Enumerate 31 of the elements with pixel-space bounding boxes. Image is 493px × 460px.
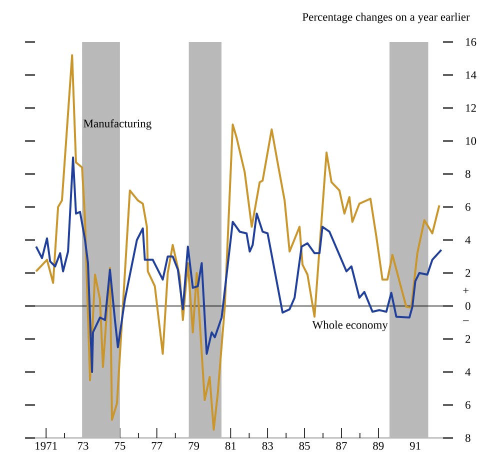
y-axis-title: Percentage changes on a year earlier [302,12,470,24]
x-tick-label: 81 [225,442,236,450]
x-tick-label: 83 [262,442,273,450]
y-tick-label: 6 [466,203,470,211]
x-tick-label: 85 [299,442,310,450]
annotation: Whole economy [312,320,388,332]
y-tick-label: 12 [466,104,476,112]
x-tick-label: 91 [410,442,420,450]
y-tick-label: 2 [466,335,470,343]
text: – [462,320,469,322]
x-tick-label: 1971 [36,442,57,450]
y-tick-label: 2 [466,269,470,277]
x-tick-label: 87 [336,442,347,450]
line-series [35,156,442,373]
y-tick-label: 8 [465,434,470,442]
x-tick-label: 75 [114,442,126,450]
y-tick-label: 10 [466,137,476,145]
x-tick-label: 77 [152,442,162,450]
y-tick-label: 8 [465,170,470,178]
y-tick-label: 4 [465,368,471,376]
x-tick-label: 89 [373,442,384,450]
y-tick-label: 14 [466,71,476,79]
y-tick-label: 16 [466,38,476,46]
y-tick-label: 0 [465,302,470,310]
line-series [35,54,440,431]
x-tick-label: 73 [78,442,88,450]
x-tick-label: 79 [188,442,200,450]
y-tick-label: 6 [466,401,470,409]
annotation: Manufacturing [84,119,152,130]
y-tick-label: 4 [465,236,471,244]
text: + [463,288,469,294]
